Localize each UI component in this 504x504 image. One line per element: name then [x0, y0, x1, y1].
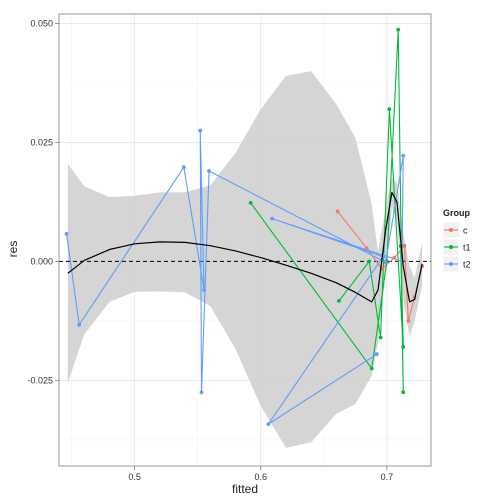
data-point-c: [335, 209, 340, 214]
data-point-t1: [396, 27, 401, 32]
legend-key-point-t1: [449, 245, 453, 249]
data-point-t2: [383, 260, 388, 265]
legend-label-t1: t1: [463, 243, 471, 253]
y-tick-label: -0.025: [27, 375, 53, 385]
data-point-t2: [77, 322, 82, 327]
legend-label-t2: t2: [463, 260, 471, 270]
data-point-t1: [401, 390, 406, 395]
data-point-c: [364, 246, 369, 250]
data-point-t1: [248, 200, 253, 205]
legend-title: Group: [443, 208, 470, 218]
y-tick-label: 0.050: [30, 19, 53, 29]
watermark: https://blog.csdn.net/qq_19600291: [312, 482, 496, 496]
data-point-t2: [202, 288, 206, 292]
data-point-c: [406, 318, 411, 323]
x-tick-label: 0.6: [255, 472, 268, 482]
x-axis-ticks: 0.5 0.6 0.7: [128, 466, 393, 482]
data-point-t2: [198, 128, 203, 133]
x-tick-label: 0.7: [381, 472, 394, 482]
legend-keys: c t1 t2: [442, 221, 471, 273]
panel-frame: [58, 13, 432, 467]
confidence-band: [67, 71, 423, 448]
data-point-t1: [378, 335, 383, 340]
legend-key-point-c: [449, 228, 453, 232]
data-point-t1: [369, 366, 374, 371]
data-point-t1: [401, 345, 406, 349]
smooth-confidence-band: [67, 71, 423, 448]
data-point-t1: [337, 299, 341, 303]
data-point-t1: [367, 259, 372, 264]
panel-border: [58, 13, 432, 467]
data-point-t2: [207, 169, 211, 173]
data-point-c: [392, 255, 397, 260]
data-point-t2: [199, 390, 204, 395]
y-tick-label: 0.000: [30, 256, 53, 266]
data-point-t2: [270, 216, 275, 221]
data-point-t2: [266, 422, 271, 427]
y-tick-label: 0.025: [30, 137, 53, 147]
data-point-t2: [181, 165, 186, 170]
data-point-t2: [64, 231, 69, 236]
data-point-t2: [374, 352, 379, 357]
legend-key-point-t2: [449, 262, 453, 266]
legend-label-c: c: [463, 226, 468, 236]
smooth-line: [67, 191, 423, 303]
series-line-t2: [66, 130, 404, 425]
data-point-t1: [387, 107, 392, 112]
x-axis-title: fitted: [232, 482, 258, 496]
data-point-c: [402, 243, 407, 248]
smooth-curve: [67, 191, 423, 303]
y-axis-title: res: [6, 241, 20, 258]
legend: Group c t1 t2: [442, 208, 471, 273]
data-point-t2: [401, 153, 406, 158]
x-tick-label: 0.5: [128, 472, 141, 482]
y-axis-ticks: -0.025 0.000 0.025 0.050: [27, 19, 59, 385]
